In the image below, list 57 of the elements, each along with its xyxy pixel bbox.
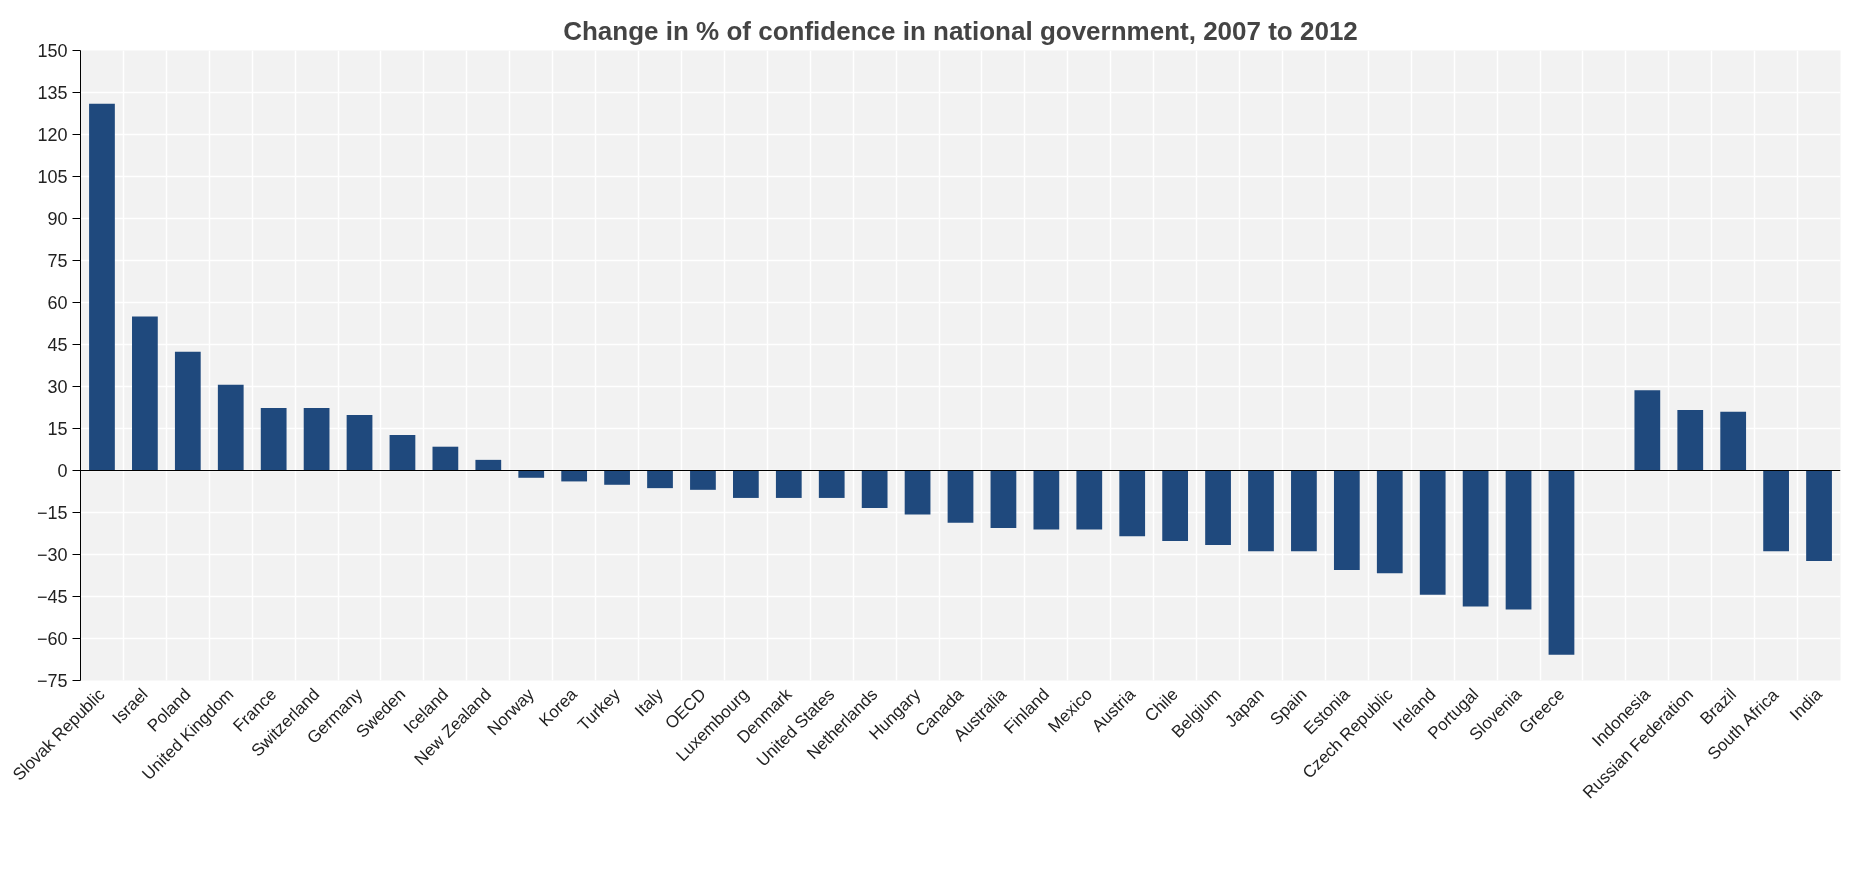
bar — [1162, 470, 1189, 542]
y-tick-label: 135 — [37, 83, 68, 103]
bar — [89, 103, 115, 471]
y-tick-label: 15 — [47, 419, 68, 439]
bar — [861, 470, 888, 509]
bar — [1333, 470, 1360, 570]
y-tick-label: −30 — [36, 545, 68, 565]
bar — [475, 459, 502, 471]
y-tick-label: 105 — [37, 167, 68, 187]
bar — [1720, 411, 1747, 471]
y-tick-label: 45 — [47, 335, 68, 355]
bar — [1462, 470, 1489, 607]
bar — [1505, 470, 1532, 610]
bar — [432, 446, 459, 471]
y-tick-label: −45 — [36, 587, 68, 607]
bar — [732, 470, 759, 498]
bar — [389, 434, 416, 471]
bar — [132, 316, 158, 471]
bar — [1205, 470, 1231, 545]
bar — [818, 470, 845, 498]
bar — [561, 470, 588, 482]
bar — [775, 470, 802, 498]
bar — [1419, 470, 1446, 595]
bar — [217, 384, 244, 471]
y-tick-label: −15 — [36, 503, 68, 523]
bar — [1291, 470, 1317, 552]
bar — [990, 470, 1017, 528]
y-tick-label: 90 — [47, 209, 68, 229]
y-tick-label: 120 — [37, 125, 68, 145]
bar — [1376, 470, 1403, 574]
bar — [647, 470, 673, 489]
bar — [174, 351, 201, 471]
y-tick-label: 60 — [47, 293, 68, 313]
bar — [1076, 470, 1103, 530]
y-tick-label: −60 — [36, 629, 68, 649]
bar — [690, 470, 716, 490]
bar — [1548, 470, 1575, 655]
bar — [1119, 470, 1146, 537]
bar — [947, 470, 974, 523]
bar — [518, 470, 545, 478]
y-tick-label: 150 — [37, 41, 68, 61]
bar — [604, 470, 630, 485]
bar — [1033, 470, 1060, 530]
bar — [904, 470, 931, 515]
bar — [1248, 470, 1274, 552]
y-tick-label: −75 — [36, 671, 68, 691]
bar — [1763, 470, 1789, 552]
bar — [1677, 410, 1704, 471]
bar — [1634, 390, 1661, 471]
y-tick-label: 0 — [57, 461, 68, 481]
bar — [260, 408, 287, 471]
bar — [1806, 470, 1832, 561]
y-tick-label: 30 — [47, 377, 68, 397]
y-tick-label: 75 — [47, 251, 68, 271]
bar — [346, 415, 373, 471]
bar — [303, 408, 330, 471]
chart-title: Change in % of confidence in national government, 2007 to 2012 — [563, 15, 1358, 46]
